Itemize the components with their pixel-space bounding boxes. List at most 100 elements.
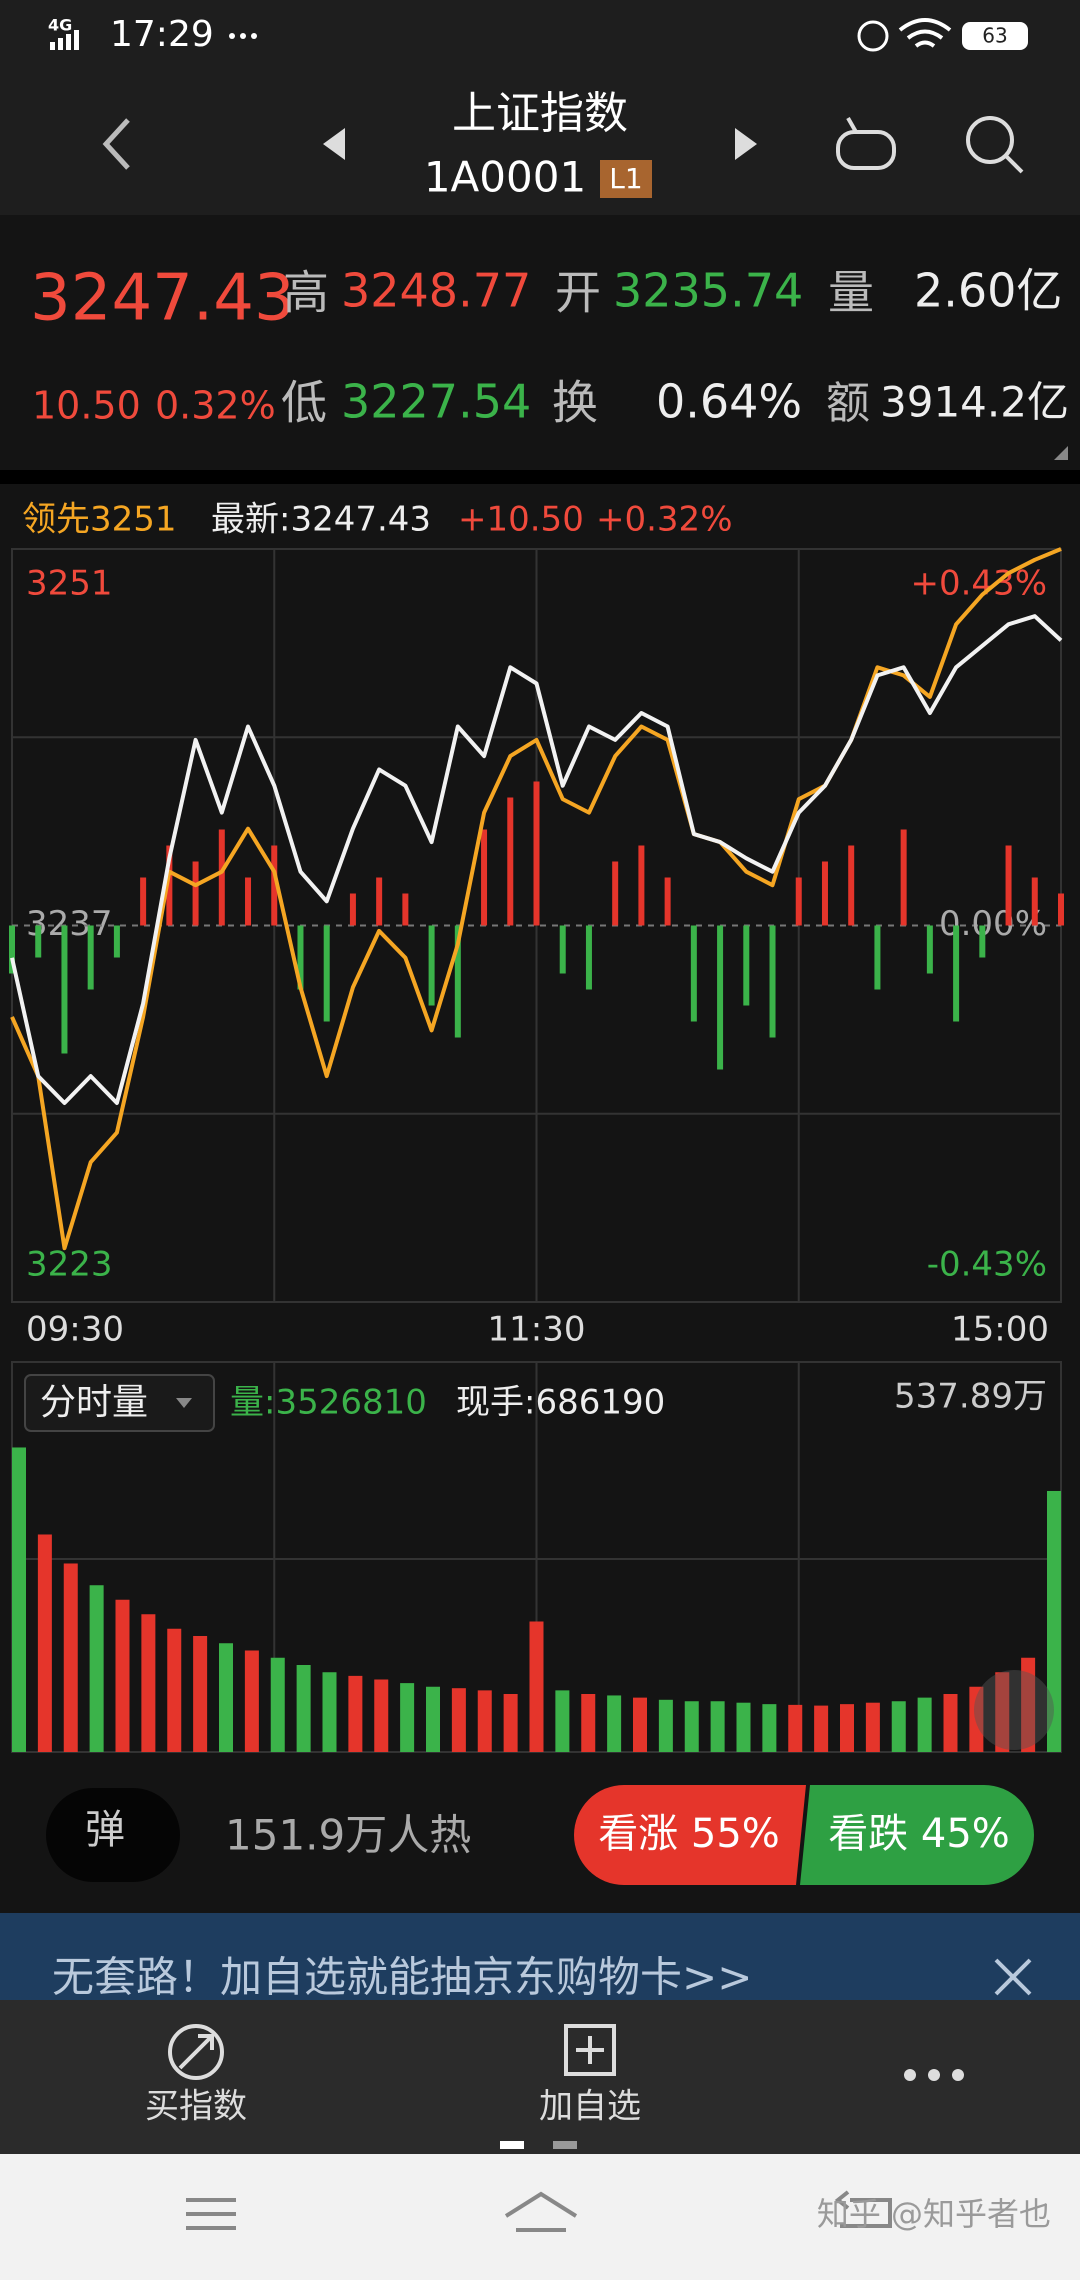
y-tick-label: 3223 [26, 1245, 113, 1285]
y-tick-label: 3251 [26, 564, 113, 604]
volume-bar [943, 1693, 958, 1752]
change-pct-legend: +0.32% [596, 500, 733, 540]
clock: 17:29 [110, 14, 214, 55]
bull-button[interactable] [574, 1785, 806, 1885]
diff-bar [717, 925, 724, 1070]
bull-label: 看涨 55% [598, 1811, 780, 1857]
y-tick-label: 537.89万 [894, 1377, 1047, 1417]
more-button[interactable] [904, 2069, 964, 2081]
separator [0, 470, 1080, 484]
volume-bar [814, 1705, 829, 1752]
page-dot [500, 2141, 524, 2149]
index-code: 1A0001 [424, 153, 586, 202]
volume-label: 量 [828, 266, 874, 320]
volume-bar [193, 1635, 208, 1752]
volume-bar [684, 1701, 699, 1752]
bear-button[interactable] [800, 1785, 1034, 1885]
change: 10.50 [32, 384, 141, 428]
menu-key[interactable] [186, 2198, 236, 2230]
toolbar [0, 2000, 1080, 2154]
buy-icon[interactable] [168, 2024, 224, 2080]
volume-bar [348, 1675, 363, 1752]
diff-bar [35, 925, 42, 958]
latest-legend: 最新:3247.43 [211, 500, 431, 540]
amount: 3914.2亿 [880, 378, 1069, 427]
volume-bar [891, 1701, 906, 1752]
ad-close[interactable] [994, 1958, 1032, 1996]
diff-bar [585, 925, 592, 990]
diff-bar [192, 861, 199, 926]
volume-bar [529, 1621, 544, 1752]
volume-chart: 537.89万 [11, 1361, 1062, 1753]
price-line [10, 614, 1063, 1105]
volume-bar [37, 1534, 52, 1752]
quote-bg [0, 215, 1080, 470]
diff-bar [218, 829, 225, 926]
back-button[interactable] [102, 118, 130, 170]
turnover: 0.64% [656, 375, 802, 429]
nav-bar [0, 2154, 1080, 2280]
lead-legend: 领先3251 [22, 500, 177, 540]
ad-banner[interactable] [0, 1913, 1080, 2003]
diff-bar [821, 861, 828, 926]
turnover-label: 换 [552, 376, 598, 430]
network: 4G [48, 16, 72, 35]
volume-bar [477, 1690, 492, 1752]
next-button[interactable] [735, 128, 757, 160]
diff-bar [664, 877, 671, 926]
add-icon[interactable] [564, 2024, 616, 2076]
level-label: L1 [609, 162, 642, 195]
volume-bar [451, 1688, 466, 1752]
diff-bar [113, 925, 120, 958]
volume-bar [503, 1693, 518, 1752]
diff-bar [428, 925, 435, 1006]
diff-bar [61, 925, 68, 1054]
bear-label: 看跌 45% [828, 1811, 1010, 1857]
notification-dots [229, 33, 257, 39]
diff-bar [559, 925, 566, 974]
heat: 151.9万人热 [225, 1811, 471, 1860]
barrage-button[interactable] [46, 1788, 180, 1882]
diff-bar [743, 925, 750, 1006]
diff-bar [481, 829, 488, 926]
diff-bar [638, 845, 645, 926]
dropdown-arrow [176, 1398, 192, 1408]
back-key[interactable] [834, 2190, 892, 2228]
add-label[interactable]: 加自选 [539, 2087, 641, 2127]
diff-bar [926, 925, 933, 974]
diff-bar [769, 925, 776, 1038]
robot-button[interactable] [836, 117, 896, 170]
diff-bar [795, 877, 802, 926]
volume-bar [322, 1672, 337, 1752]
diff-bar [323, 925, 330, 1022]
volume-bar [270, 1657, 285, 1752]
diff-bar [848, 845, 855, 926]
diff-bar [349, 893, 356, 926]
diff-bar [690, 925, 697, 1022]
buy-label[interactable]: 买指数 [145, 2087, 247, 2127]
diff-bar [900, 829, 907, 926]
volume-mode-button[interactable] [24, 1374, 215, 1432]
volume-bar [167, 1628, 182, 1752]
signal-icon [50, 30, 79, 50]
volume-bar [115, 1599, 130, 1752]
volume: 2.60亿 [914, 264, 1062, 318]
prev-button[interactable] [323, 128, 345, 160]
search-button[interactable] [966, 116, 1024, 174]
fullscreen-button[interactable] [974, 1670, 1054, 1750]
price-line [10, 547, 1062, 1251]
volume-bar [296, 1664, 311, 1752]
volume-bar [1021, 1657, 1036, 1752]
volume-bar [788, 1704, 803, 1752]
diff-bar [166, 845, 173, 926]
high: 3248.77 [341, 264, 531, 318]
home-key[interactable] [504, 2191, 578, 2232]
volume-bar [374, 1679, 389, 1752]
page-dot [553, 2141, 577, 2149]
volume-bar [12, 1447, 26, 1752]
barrage-label: 弹 [85, 1807, 125, 1853]
diff-bar [1031, 877, 1038, 926]
volume-bar [840, 1704, 854, 1752]
diff-bar [953, 925, 960, 1022]
